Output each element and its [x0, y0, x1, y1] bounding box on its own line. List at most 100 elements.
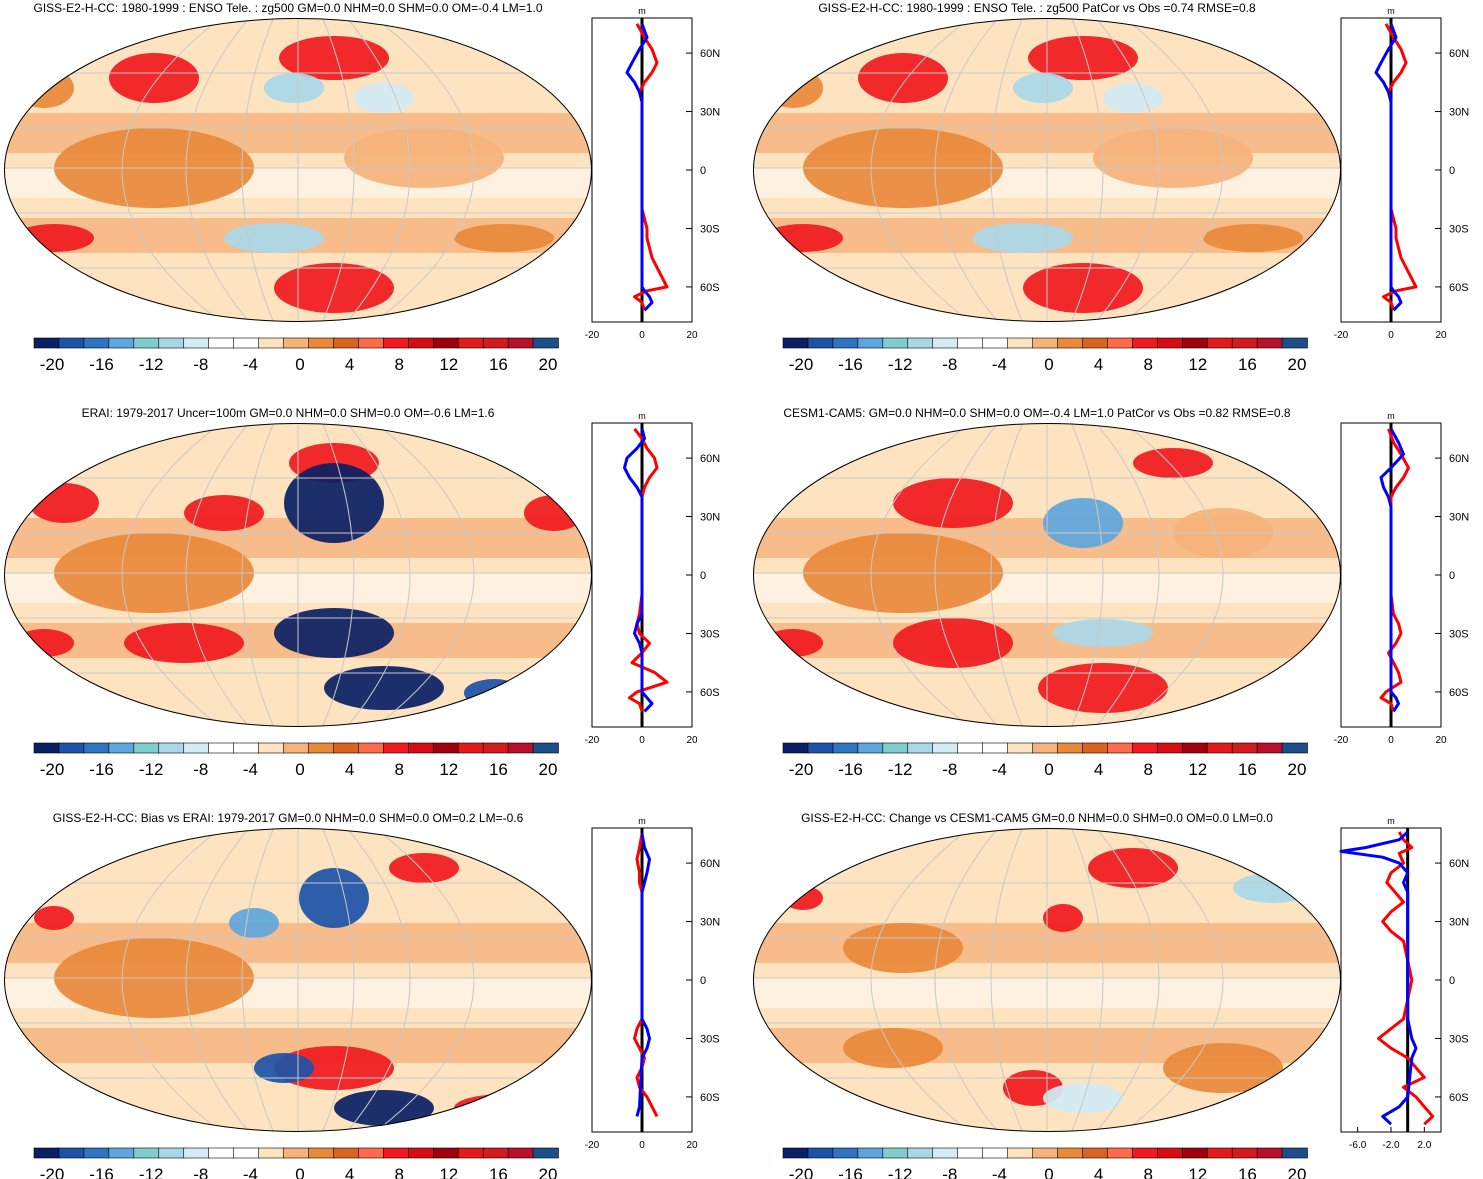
zonal-x-label: 20 [686, 330, 698, 341]
colorbar-swatch [1206, 742, 1233, 754]
colorbar-tick-label: -16 [838, 760, 863, 779]
zonal-lat-label: 60N [700, 858, 720, 870]
colorbar-tick-label: 12 [439, 1165, 458, 1179]
colorbar-swatch [233, 337, 260, 349]
colorbar-tick-label: 20 [1288, 355, 1307, 374]
graticule-lon [1123, 423, 1224, 727]
colorbar-swatch [183, 337, 210, 349]
anomaly-blob [763, 224, 843, 252]
graticule-lon [185, 423, 250, 727]
zonal-unit: m [638, 411, 646, 421]
colorbar-swatch [957, 337, 984, 349]
colorbar-swatch [1281, 337, 1308, 349]
colorbar-swatch [507, 742, 534, 754]
panel-giss-ensotele: GISS-E2-H-CC: 1980-1999 : ENSO Tele. : z… [4, 1, 720, 374]
zonal-series-obs [635, 833, 651, 1117]
anomaly-blob [858, 53, 948, 103]
anomaly-blob [763, 629, 823, 657]
colorbar-swatch [482, 1147, 509, 1159]
anomaly-blob [284, 463, 384, 543]
colorbar-swatch [233, 742, 260, 754]
colorbar-tick-label: -20 [40, 1165, 65, 1179]
anomaly-blob [264, 73, 324, 103]
colorbar-tick-label: 16 [489, 355, 508, 374]
colorbar-swatch [1007, 742, 1034, 754]
anomaly-blob [274, 608, 394, 658]
colorbar-tick-label: 12 [439, 760, 458, 779]
colorbar-tick-label: 16 [489, 1165, 508, 1179]
zonal-x-label: -20 [1334, 330, 1349, 341]
zonal-lat-label: 60S [700, 1092, 720, 1104]
colorbar-swatch [532, 337, 559, 349]
graticule-lon [374, 828, 475, 1132]
colorbar-swatch [807, 337, 834, 349]
colorbar-swatch [358, 1147, 385, 1159]
colorbar-swatch [1156, 1147, 1184, 1159]
colorbar-tick-label: 12 [439, 355, 458, 374]
colorbar-swatch [158, 1147, 185, 1159]
zonal-lat-label: 60N [1449, 453, 1469, 465]
colorbar-tick-label: -16 [89, 760, 114, 779]
zonal-x-label: -20 [585, 735, 600, 746]
colorbar-tick-label: 16 [1238, 355, 1257, 374]
graticule-lon [346, 423, 411, 727]
colorbar-swatch [1231, 1147, 1258, 1159]
colorbar-swatch [457, 742, 484, 754]
colorbar-swatch [1181, 337, 1208, 349]
colorbar-swatch [1032, 742, 1059, 754]
colorbar-swatch [932, 337, 959, 349]
anomaly-blob [1093, 128, 1253, 188]
colorbar-swatch [1181, 742, 1208, 754]
colorbar-swatch [233, 1147, 260, 1159]
graticule-lon [990, 828, 1023, 1132]
zonal-x-label: -20 [585, 1140, 600, 1151]
colorbar-swatch [208, 337, 235, 349]
zonal-lat-label: 30S [700, 1033, 720, 1045]
zonal-x-label: 0 [1388, 330, 1394, 341]
colorbar-swatch [832, 742, 859, 754]
zonal-x-label: 20 [686, 735, 698, 746]
colorbar-swatch [1181, 1147, 1208, 1159]
colorbar-swatch [1032, 1147, 1059, 1159]
colorbar-swatch [283, 742, 310, 754]
colorbar-tick-label: -4 [243, 355, 258, 374]
colorbar-swatch [1206, 337, 1233, 349]
zonal-lat-label: 0 [700, 975, 706, 987]
colorbar-tick-label: -20 [40, 760, 65, 779]
panel-giss-patcor: GISS-E2-H-CC: 1980-1999 : ENSO Tele. : z… [753, 1, 1469, 374]
colorbar: -20 -16 -12 -8 -4 0 4 8 12 16 20 [782, 337, 1308, 374]
colorbar-swatch [882, 742, 909, 754]
anomaly-blob [464, 679, 524, 707]
zonal-x-label: 2.0 [1417, 1140, 1431, 1151]
graticule-lon [990, 423, 1023, 727]
colorbar-tick-label: -8 [942, 760, 957, 779]
colorbar-swatch [782, 1147, 809, 1159]
colorbar-swatch [258, 1147, 285, 1159]
graticule-lon [185, 18, 250, 322]
colorbar-tick-label: -4 [992, 1165, 1007, 1179]
zonal-mean-plot: m 60N 30N 0 30S 60S -20 0 20 [585, 6, 720, 341]
anomaly-blob [893, 618, 1013, 668]
colorbar-swatch [383, 337, 410, 349]
colorbar-swatch [832, 337, 859, 349]
anomaly-blob [184, 495, 264, 531]
anomaly-blob [1133, 448, 1213, 478]
anomaly-blob [1163, 1043, 1283, 1093]
anomaly-blob [1013, 73, 1073, 103]
anomaly-blob [843, 1028, 943, 1068]
colorbar-swatch [1132, 742, 1159, 754]
zonal-unit: m [1387, 816, 1395, 826]
colorbar-swatch [1007, 337, 1034, 349]
colorbar-swatch [1057, 337, 1084, 349]
zonal-x-label: 20 [1435, 330, 1447, 341]
colorbar-swatch [133, 1147, 160, 1159]
colorbar-tick-label: 8 [394, 355, 403, 374]
zonal-series-model [633, 23, 669, 311]
colorbar-swatch [83, 742, 110, 754]
colorbar-tick-label: -12 [139, 1165, 164, 1179]
colorbar-swatch [308, 1147, 335, 1159]
anomaly-blob [1028, 36, 1138, 80]
graticule-lon [1095, 423, 1160, 727]
colorbar-swatch [982, 1147, 1009, 1159]
colorbar-tick-label: -8 [942, 1165, 957, 1179]
